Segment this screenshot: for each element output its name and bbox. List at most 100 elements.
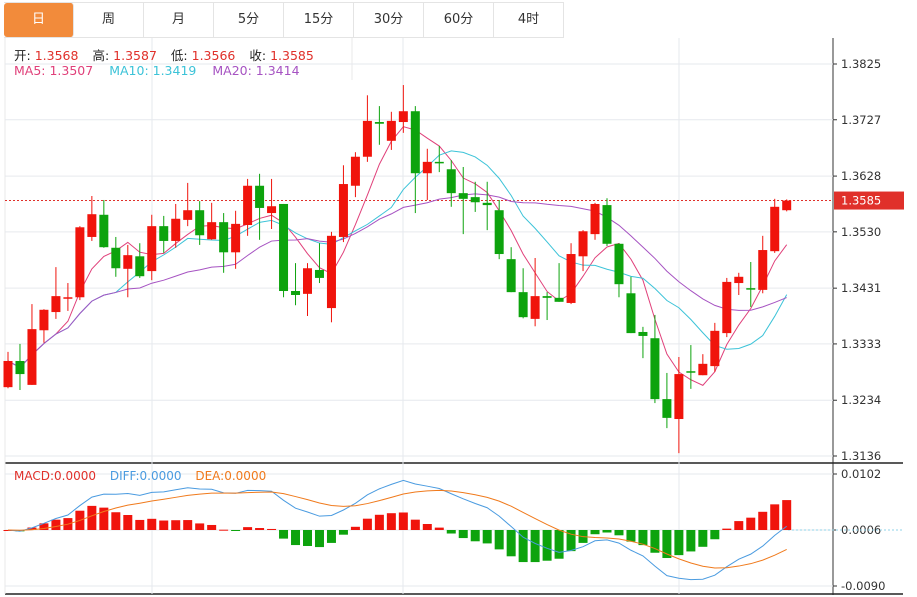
ma5-legend: MA5: 1.3507 — [14, 63, 94, 78]
macd-bar-negative — [590, 530, 600, 535]
macd-bar-negative — [614, 530, 624, 536]
macd-bar-positive — [39, 523, 49, 530]
tab-4hour[interactable]: 4时 — [494, 3, 564, 37]
period-tabs: 日 周 月 5分 15分 30分 60分 4时 — [4, 2, 564, 38]
macd-bar-negative — [698, 530, 708, 547]
macd-bar-negative — [231, 530, 241, 531]
y-tick-label: 1.3530 — [841, 225, 881, 239]
candle-down — [494, 210, 504, 255]
tab-15min[interactable]: 15分 — [284, 3, 354, 37]
macd-bar-negative — [506, 530, 516, 557]
candle-up — [566, 254, 576, 303]
candle-down — [518, 292, 528, 318]
close-label: 收: — [249, 48, 267, 63]
y-tick-label: 1.3431 — [841, 281, 881, 295]
candle-down — [662, 399, 672, 418]
tab-day[interactable]: 日 — [4, 3, 74, 37]
candle-down — [506, 259, 516, 293]
candle-down — [219, 222, 229, 253]
tab-week[interactable]: 周 — [74, 3, 144, 37]
low-value: 1.3566 — [191, 48, 236, 63]
candle-up — [770, 206, 780, 252]
macd-bar-negative — [303, 530, 312, 546]
candle-down — [542, 296, 552, 298]
macd-legend: MACD:0.0000 DIFF:0.0000 DEA:0.0000 — [14, 469, 270, 483]
ohlc-legend: 开: 1.3568 高: 1.3587 低: 1.3566 收: 1.3585 — [14, 45, 324, 64]
candle-down — [614, 243, 624, 285]
candle-down — [470, 197, 480, 203]
candle-down — [159, 226, 169, 241]
macd-bar-positive — [207, 524, 217, 530]
candle-up — [710, 330, 720, 367]
macd-bar-positive — [350, 526, 360, 530]
macd-bar-positive — [398, 512, 408, 530]
candle-down — [291, 291, 301, 295]
candle-up — [147, 226, 157, 272]
candle-down — [686, 371, 696, 373]
candle-down — [746, 288, 756, 290]
candle-up — [171, 218, 181, 241]
macd-bar-positive — [183, 520, 193, 530]
macd-bar-positive — [219, 529, 229, 531]
candle-up — [674, 374, 684, 420]
macd-bar-negative — [602, 530, 612, 533]
macd-bar-negative — [314, 530, 324, 548]
macd-bar-positive — [195, 523, 205, 530]
candle-down — [638, 331, 648, 336]
candle-up — [590, 203, 600, 235]
tab-30min[interactable]: 30分 — [354, 3, 424, 37]
ma-legend: MA5: 1.3507 MA10: 1.3419 MA20: 1.3414 — [14, 63, 304, 78]
macd-bar-positive — [386, 513, 396, 530]
macd-bar-positive — [159, 520, 169, 530]
candle-up — [362, 120, 372, 157]
dea-line — [7, 489, 787, 569]
y-tick-label: 1.3234 — [841, 393, 881, 407]
macd-bar-positive — [123, 514, 133, 530]
macd-bar-negative — [554, 530, 564, 559]
macd-bar-positive — [782, 500, 792, 530]
macd-bar-negative — [291, 530, 301, 546]
macd-y-tick-label: 0.0102 — [841, 467, 881, 481]
candle-up — [123, 255, 133, 269]
y-tick-label: 1.3136 — [841, 449, 881, 463]
candle-up — [3, 360, 13, 388]
tab-60min[interactable]: 60分 — [424, 3, 494, 37]
candle-up — [422, 161, 432, 174]
candle-up — [75, 227, 85, 298]
candle-up — [267, 206, 277, 214]
macd-bar-negative — [518, 530, 528, 563]
macd-bar-negative — [458, 530, 468, 539]
tab-month[interactable]: 月 — [144, 3, 214, 37]
candle-up — [303, 268, 312, 294]
macd-value: MACD:0.0000 — [14, 469, 97, 483]
macd-bar-negative — [686, 530, 696, 552]
candle-down — [650, 338, 660, 400]
macd-bar-negative — [470, 530, 480, 542]
open-label: 开: — [14, 48, 31, 63]
macd-bar-positive — [51, 519, 61, 530]
macd-bar-positive — [111, 512, 121, 530]
candle-down — [15, 360, 25, 375]
tab-5min[interactable]: 5分 — [214, 3, 284, 37]
last-price-badge — [834, 191, 904, 210]
macd-bar-negative — [626, 530, 636, 542]
candle-up — [350, 156, 360, 186]
candle-up — [398, 111, 408, 123]
macd-bar-positive — [434, 527, 444, 530]
macd-bar-negative — [494, 530, 504, 550]
macd-bar-negative — [710, 530, 720, 540]
candle-down — [135, 256, 145, 277]
macd-bar-negative — [566, 530, 576, 552]
macd-bar-negative — [638, 530, 648, 546]
macd-bar-negative — [338, 530, 348, 535]
y-tick-label: 1.3628 — [841, 169, 881, 183]
macd-bar-positive — [770, 504, 780, 530]
candle-up — [734, 276, 744, 284]
high-value: 1.3587 — [113, 48, 157, 63]
candle-down — [602, 205, 612, 244]
macd-bar-negative — [326, 530, 336, 543]
macd-bar-positive — [135, 519, 145, 530]
macd-bar-positive — [243, 527, 253, 530]
ma5-line — [7, 126, 788, 386]
